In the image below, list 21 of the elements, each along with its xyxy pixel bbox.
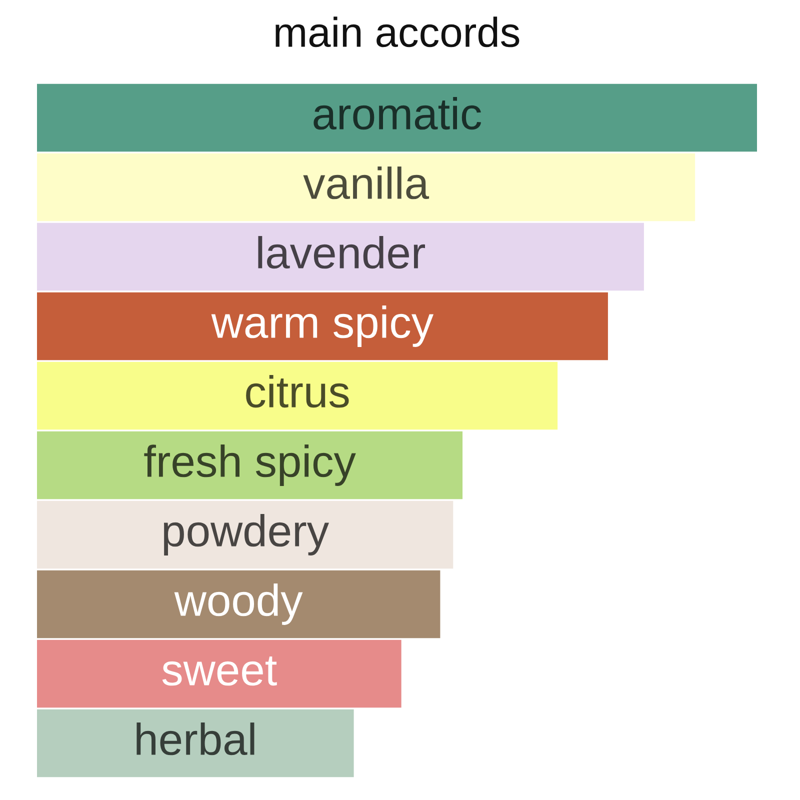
y-tick-label: lavender bbox=[258, 236, 425, 269]
y-tick-label: fresh spicy bbox=[144, 444, 356, 486]
y-tick-label: woody bbox=[174, 584, 303, 625]
bar bbox=[37, 431, 463, 500]
bar bbox=[37, 362, 558, 430]
bar bbox=[37, 222, 644, 291]
bar bbox=[37, 570, 440, 638]
y-tick-label: sweet bbox=[162, 656, 277, 686]
bar bbox=[37, 640, 402, 708]
bar bbox=[37, 709, 354, 778]
y-tick-label: vanilla bbox=[303, 166, 430, 200]
y-tick-label: aromatic bbox=[314, 97, 482, 130]
y-tick-label: herbal bbox=[136, 722, 254, 756]
y-tick-label: powdery bbox=[164, 514, 329, 556]
y-tick-label: warm spicy bbox=[211, 306, 434, 347]
y-tick-label: citrus bbox=[246, 375, 349, 408]
bar bbox=[37, 84, 757, 152]
bar bbox=[37, 153, 696, 222]
bar bbox=[37, 292, 608, 360]
chart-title: main accords bbox=[276, 16, 520, 48]
bar bbox=[37, 500, 454, 569]
